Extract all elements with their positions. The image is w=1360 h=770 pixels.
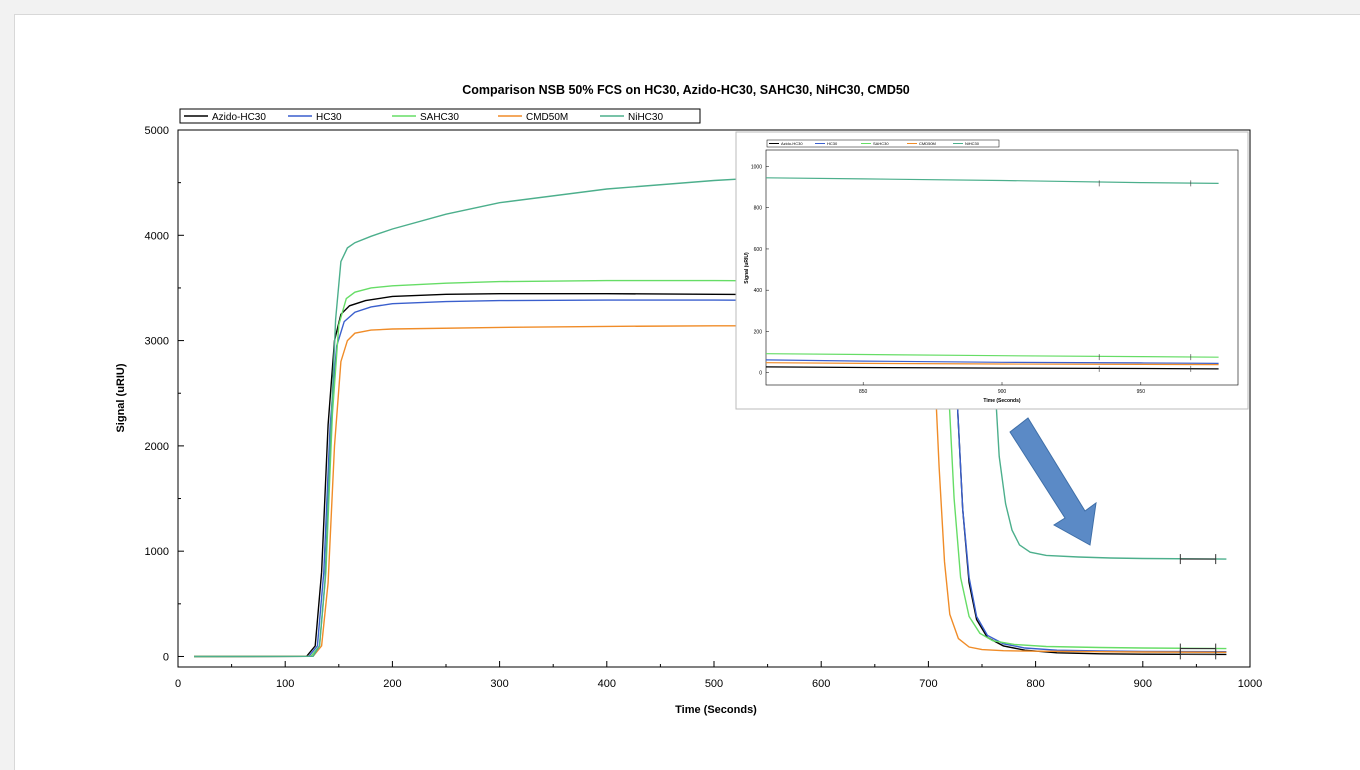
inset-series-line-cmd50m (765, 362, 1219, 366)
arrow-icon (1009, 417, 1097, 546)
inset-legend-label: CMD50M (919, 141, 936, 146)
inset-y-tick-label: 200 (754, 329, 763, 335)
x-tick-label: 0 (175, 678, 181, 690)
inset-y-tick-label: 1000 (751, 164, 762, 170)
legend-label-azido-hc30: Azido-HC30 (212, 112, 266, 123)
inset-legend-label: SAHC30 (873, 141, 889, 146)
y-tick-label: 2000 (145, 441, 169, 453)
inset-y-tick-label: 0 (759, 371, 762, 377)
inset-legend-box (766, 139, 1000, 148)
inset-chart: 850 900 950 0 200 400 600 800 1000 Time (Seconds)… (735, 131, 1249, 410)
x-tick-label: 1000 (1238, 678, 1262, 690)
x-axis: 0 100 200 300 400 500 600 700 800 900 1000 (175, 661, 1262, 690)
inset-x-axis-label: Time (Seconds) (983, 398, 1020, 404)
x-tick-label: 400 (598, 678, 616, 690)
inset-series-line-nihc30 (765, 177, 1219, 184)
inset-series-line-sahc30 (765, 353, 1219, 358)
x-tick-label: 200 (383, 678, 401, 690)
legend-label-sahc30: SAHC30 (420, 112, 459, 123)
x-tick-label: 500 (705, 678, 723, 690)
y-tick-label: 5000 (145, 125, 169, 137)
x-tick-label: 300 (490, 678, 508, 690)
legend-label-cmd50m: CMD50M (526, 112, 568, 123)
inset-y-tick-label: 400 (754, 288, 763, 294)
inset-legend-label: Azido-HC30 (781, 141, 803, 146)
inset-series-line-azido-hc30 (765, 366, 1219, 370)
inset-x-tick-label: 950 (1137, 389, 1146, 395)
inset-legend-label: HC30 (827, 141, 838, 146)
y-axis-label: Signal (uRIU) (115, 363, 127, 432)
y-tick-label: 1000 (145, 546, 169, 558)
legend: Azido-HC30 HC30 SAHC30 CMD50M NiHC30 (179, 108, 701, 124)
inset-x-tick-label: 900 (998, 389, 1007, 395)
marker-annotations (1179, 554, 1217, 660)
x-axis-label: Time (Seconds) (675, 704, 757, 716)
legend-box (179, 108, 701, 124)
x-tick-label: 100 (276, 678, 294, 690)
y-tick-label: 3000 (145, 336, 169, 348)
chart-title: Comparison NSB 50% FCS on HC30, Azido-HC… (462, 83, 910, 97)
y-axis: 0 1000 2000 3000 4000 5000 (145, 125, 184, 663)
x-tick-label: 600 (812, 678, 830, 690)
inset-series-line-hc30 (765, 359, 1219, 364)
y-tick-label: 4000 (145, 230, 169, 242)
x-tick-label: 800 (1026, 678, 1044, 690)
x-tick-label: 900 (1134, 678, 1152, 690)
inset-y-tick-label: 800 (754, 206, 763, 212)
inset-y-axis-label: Signal (uRIU) (744, 252, 750, 284)
x-tick-label: 700 (919, 678, 937, 690)
inset-legend-label: NiHC30 (965, 141, 980, 146)
inset-y-tick-label: 600 (754, 247, 763, 253)
inset-x-tick-label: 850 (859, 389, 868, 395)
y-tick-label: 0 (163, 651, 169, 663)
legend-label-nihc30: NiHC30 (628, 112, 663, 123)
legend-label-hc30: HC30 (316, 112, 342, 123)
